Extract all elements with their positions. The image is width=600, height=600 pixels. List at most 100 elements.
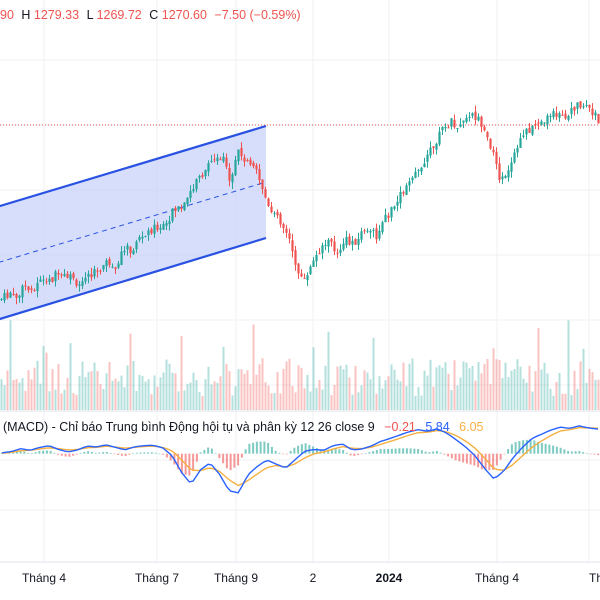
candle-body [12,293,15,295]
candle-body [60,274,63,276]
candle-body [90,274,93,278]
macd-histogram-bar [195,453,198,462]
candle-body [387,215,390,218]
candle-body [516,147,519,153]
volume-bar [480,373,483,410]
candle-body [588,104,591,108]
macd-histogram-bar [574,451,577,454]
volume-bar [381,388,384,410]
volume-bar [288,358,291,410]
candle-body [435,143,438,150]
macd-histogram-bar [327,449,330,454]
candle-body [570,107,573,115]
volume-bar [561,393,564,410]
macd-histogram-bar [30,453,33,454]
volume-bar [300,368,303,410]
macd-histogram-bar [544,443,547,454]
volume-bar [471,365,474,410]
macd-histogram-bar [143,452,146,454]
volume-bar [348,377,351,410]
macd-histogram-bar [293,447,296,454]
candle-body [522,135,525,137]
macd-histogram-bar [19,450,22,454]
volume-bar [444,362,447,410]
volume-bar [75,394,78,410]
volume-bar [414,395,417,410]
candle-body [495,151,498,164]
candle-body [27,286,30,291]
volume-bar [69,343,72,410]
candle-body [138,237,141,240]
candle-body [348,236,351,245]
volume-series [0,320,600,410]
volume-bar [243,373,246,410]
volume-bar [417,387,420,410]
candle-body [282,223,285,229]
macd-histogram-bar [285,453,288,455]
volume-bar [72,393,75,410]
candle-body [525,128,528,135]
macd-histogram-bar [259,441,262,454]
macd-histogram-bar [117,453,120,455]
macd-histogram-bar [342,450,345,454]
macd-histogram [0,439,600,476]
candle-body [582,106,585,108]
volume-bar [438,365,441,410]
candlestick-series[interactable] [0,100,600,305]
time-axis[interactable]: Tháng 4 Tháng 7 Tháng 9 2 2024 Tháng 4 T… [22,571,600,585]
candle-body [225,157,228,167]
volume-bar [123,387,126,410]
macd-histogram-bar [237,453,240,466]
macd-histogram-bar [409,448,412,454]
macd-histogram-bar [435,451,438,454]
candle-body [420,167,423,172]
channel-upper-line[interactable] [0,124,267,209]
macd-histogram-bar [379,448,382,454]
regression-channel[interactable] [0,124,267,322]
candle-body [297,263,300,274]
volume-bar [150,394,153,410]
candle-body [483,126,486,131]
candle-body [492,149,495,153]
candle-body [366,230,369,232]
candle-body [432,146,435,149]
candle-body [18,295,21,298]
macd-histogram-bar [225,453,228,469]
macd-legend[interactable]: (MACD) - Chỉ báo Trung bình Động hội tụ … [3,420,484,434]
macd-histogram-bar [57,453,60,455]
volume-bar [513,369,516,410]
macd-histogram-bar [413,448,416,454]
volume-bar [435,367,438,410]
macd-histogram-bar [559,447,562,454]
volume-bar [474,380,477,410]
macd-histogram-bar [330,448,333,454]
channel-fill [0,126,266,319]
volume-bar [576,389,579,410]
macd-histogram-bar [45,450,48,454]
candle-body [54,271,57,282]
volume-bar [582,348,585,410]
volume-bar [363,370,366,410]
macd-histogram-bar [150,452,153,454]
macd-histogram-bar [207,447,210,454]
candle-body [120,251,123,265]
candle-body [423,163,426,168]
volume-bar [468,368,471,410]
volume-bar [78,375,81,410]
candle-body [42,279,45,281]
volume-bar [372,337,375,410]
macd-histogram-bar [165,453,168,458]
volume-bar [108,362,111,410]
candle-body [546,115,549,125]
volume-bar [189,382,192,410]
volume-bar [543,362,546,410]
macd-histogram-bar [454,453,457,461]
x-tick-label-year: 2024 [376,571,403,585]
channel-lower-line[interactable] [0,236,267,322]
volume-bar [195,380,198,410]
candle-body [129,246,132,254]
macd-histogram-bar [567,450,570,454]
volume-bar [291,385,294,410]
macd-histogram-bar [469,453,472,465]
